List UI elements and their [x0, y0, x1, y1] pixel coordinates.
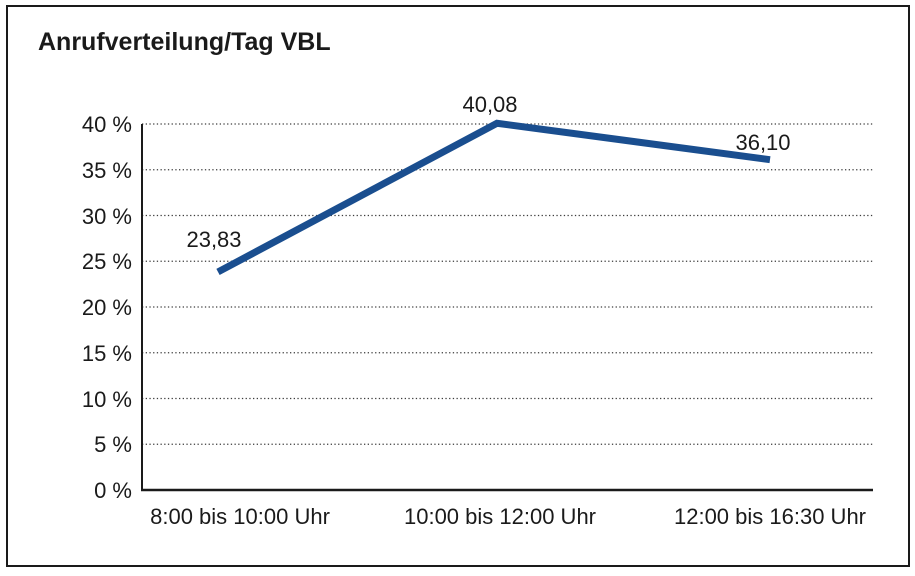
y-tick-label: 40 %	[81, 112, 132, 137]
y-tick-label: 5 %	[94, 432, 132, 458]
y-tick-label: 20 %	[81, 295, 132, 320]
data-label: 40,08	[462, 92, 518, 118]
data-label: 36,10	[735, 129, 791, 155]
y-tick-label: 25 %	[81, 249, 132, 275]
y-tick-label: 35 %	[81, 157, 132, 183]
x-tick-label: 12:00 bis 16:30 Uhr	[673, 504, 867, 529]
data-line	[216, 119, 771, 276]
data-label: 23,83	[186, 226, 242, 252]
y-tick-label: 0 %	[94, 478, 132, 503]
y-tick-label: 15 %	[81, 340, 132, 366]
y-tick-label: 30 %	[81, 203, 132, 229]
y-tick-label: 10 %	[81, 386, 132, 412]
x-tick-label: 10:00 bis 12:00 Uhr	[403, 504, 597, 529]
chart-title: Anrufverteilung/Tag VBL	[38, 28, 331, 56]
x-tick-label: 8:00 bis 10:00 Uhr	[150, 504, 330, 529]
